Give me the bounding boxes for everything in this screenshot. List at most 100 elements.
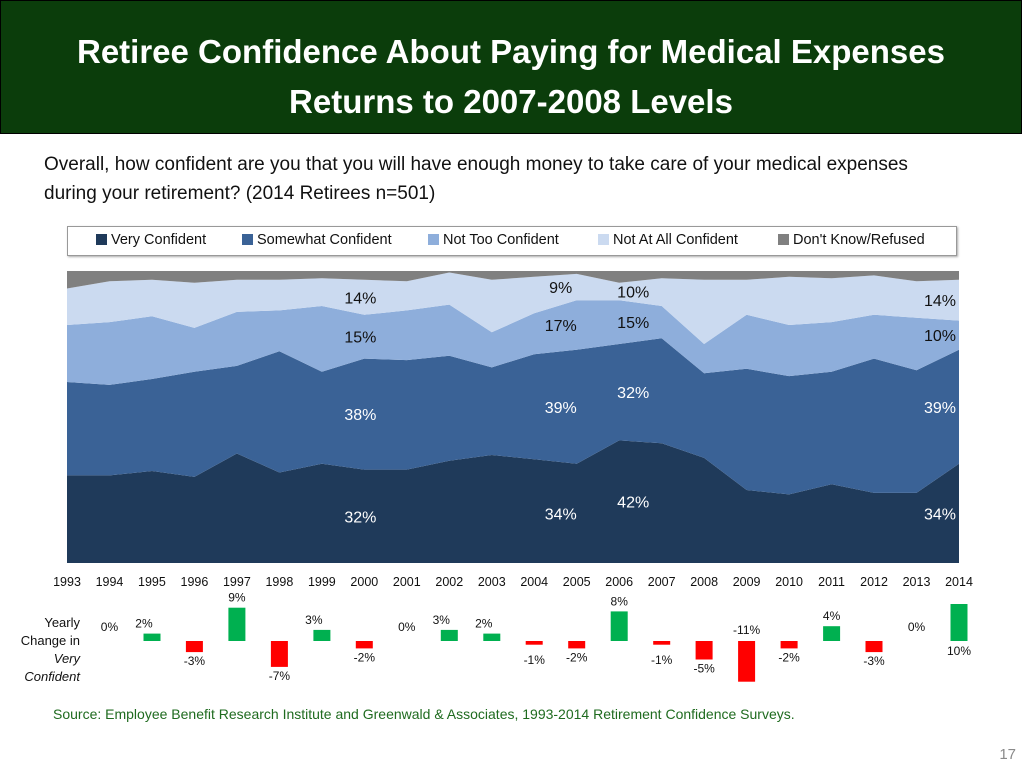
year-tick-1996: 1996 [181,575,209,589]
change-label-2006: 8% [611,594,629,608]
legend-swatch [242,234,253,245]
change-bar-2012 [865,641,883,653]
change-label-1997: 9% [228,591,246,605]
area-label-2006-not-too-confident: 15% [617,315,649,332]
change-label-2001: 0% [398,620,416,634]
slide-title-line-2: Returns to 2007-2008 Levels [289,83,733,120]
change-label-1999: 3% [305,613,323,627]
change-bar-2007 [653,641,671,645]
area-label-2014-not-at-all-confident: 14% [924,293,956,310]
year-tick-2011: 2011 [818,575,845,589]
year-tick-2010: 2010 [775,575,803,589]
year-tick-2009: 2009 [733,575,761,589]
yearly-label-line-3: Very [54,651,82,666]
change-bar-2005 [568,641,586,649]
area-label-2005-very-confident: 34% [545,506,577,523]
change-label-1994: 0% [101,620,119,634]
change-bar-1998 [270,641,288,667]
year-axis-labels: 1993 1994 1995 1996 1997 1998 1999 2000 2001 2002… [53,575,973,589]
change-bar-1995 [143,633,161,641]
slide-title-line-1: Retiree Confidence About Paying for Medi… [77,33,945,70]
change-label-2013: 0% [908,620,926,634]
change-bar-1999 [313,629,331,641]
legend-item-dont-know-refused: Don't Know/Refused [778,232,925,248]
area-label-2014-very-confident: 34% [924,506,956,523]
change-label-2009: -11% [733,623,760,637]
change-label-2003: 2% [475,617,493,631]
yearly-change-axis-label: Yearly Change in Very Confident [21,615,82,684]
change-label-2008: -5% [693,662,715,676]
year-tick-1993: 1993 [53,575,81,589]
yearly-label-line-2: Change in [21,633,80,648]
source-note: Source: Employee Benefit Research Instit… [53,706,795,722]
year-tick-2005: 2005 [563,575,591,589]
year-tick-2002: 2002 [435,575,463,589]
change-bar-2010 [780,641,798,649]
area-series-somewhat-confident [67,338,959,495]
area-label-2006-very-confident: 42% [617,495,649,512]
title-bar: Retiree Confidence About Paying for Medi… [0,0,1022,134]
area-label-2005-not-too-confident: 17% [545,318,577,335]
legend-item-somewhat-confident: Somewhat Confident [242,232,392,248]
area-series-very-confident [67,440,959,563]
area-label-2000-not-at-all-confident: 14% [344,290,376,307]
stacked-area-plot [67,271,959,563]
change-label-2012: -3% [863,654,885,668]
change-bar-2004 [525,641,543,645]
change-bar-2003 [483,633,501,641]
legend-swatch [598,234,609,245]
change-bar-2008 [695,641,713,660]
change-label-2011: 4% [823,609,841,623]
yearly-label-line-1: Yearly [44,615,80,630]
legend-item-not-too-confident: Not Too Confident [428,232,559,248]
year-tick-1994: 1994 [96,575,124,589]
legend-item-very-confident: Very Confident [96,232,206,248]
change-bar-2000 [355,641,373,649]
change-bar-1997 [228,607,246,641]
change-label-1998: -7% [269,669,291,683]
year-tick-2014: 2014 [945,575,973,589]
change-bar-1996 [185,641,203,653]
area-data-labels: 32% 38% 15% 14% 34% 39% 17% 9% 42% 32% 15% 10% 34% 39… [344,280,956,526]
year-tick-2004: 2004 [520,575,548,589]
area-label-2000-not-too-confident: 15% [344,330,376,347]
year-tick-1998: 1998 [265,575,293,589]
area-label-2006-somewhat-confident: 32% [617,385,649,402]
year-tick-1997: 1997 [223,575,251,589]
year-tick-1999: 1999 [308,575,336,589]
year-tick-1995: 1995 [138,575,166,589]
year-tick-2006: 2006 [605,575,633,589]
area-label-2000-very-confident: 32% [344,509,376,526]
change-label-2010: -2% [778,650,800,664]
area-series-not-too-confident [67,300,959,385]
area-label-2014-not-too-confident: 10% [924,328,956,345]
change-bar-2011 [823,626,841,641]
legend-swatch [778,234,789,245]
change-bar-2014 [950,604,968,641]
change-label-2005: -2% [566,650,588,664]
year-tick-2007: 2007 [648,575,676,589]
legend-swatch [428,234,439,245]
year-tick-2012: 2012 [860,575,888,589]
change-label-2002: 3% [433,613,451,627]
change-label-2004: -1% [524,653,546,667]
year-tick-2013: 2013 [903,575,931,589]
year-tick-2003: 2003 [478,575,506,589]
area-label-2005-not-at-all-confident: 9% [549,280,572,297]
page-number: 17 [999,746,1016,763]
area-label-2005-somewhat-confident: 39% [545,400,577,417]
yearly-change-bars [143,604,968,682]
year-tick-2000: 2000 [350,575,378,589]
change-bar-2006 [610,611,628,641]
change-label-2007: -1% [651,653,673,667]
change-label-2014: 10% [947,644,971,658]
change-bar-2009 [738,641,756,682]
change-label-1995: 2% [135,617,153,631]
year-tick-2001: 2001 [393,575,421,589]
area-series-don-t-know-refused [67,271,959,289]
yearly-label-line-4: Confident [24,669,81,684]
change-label-1996: -3% [184,654,206,668]
year-tick-2008: 2008 [690,575,718,589]
legend-item-not-at-all-confident: Not At All Confident [598,232,738,248]
yearly-change-labels: 0% 2% -3% 9% -7% 3% -2% 0% 3% 2% -1% -2% 8% -1% -5% -11… [101,591,972,683]
